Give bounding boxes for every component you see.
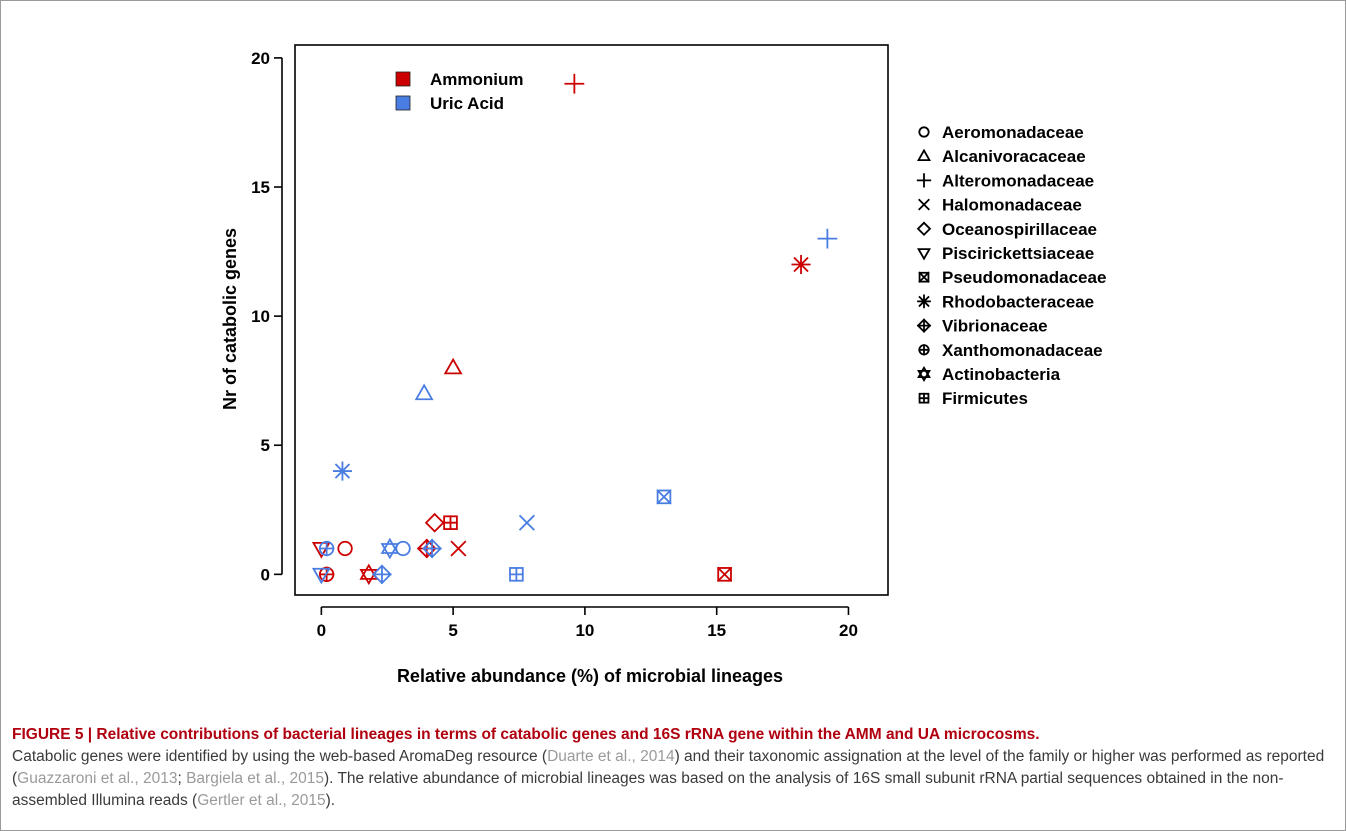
shape-legend-icon [918,271,930,283]
data-point [424,512,445,533]
shape-legend-label: Firmicutes [942,389,1028,408]
x-tick-label: 20 [839,621,858,640]
shape-legend-label: Alteromonadaceae [942,171,1094,190]
data-point [380,537,400,560]
shape-legend-label: Aeromonadaceae [942,123,1084,142]
y-tick-label: 0 [261,565,270,584]
data-point [450,540,467,557]
data-point [509,567,524,582]
y-axis-title: Nr of catabolic genes [220,228,240,410]
shape-legend-label: Halomonadaceae [942,196,1082,215]
shape-legend-icon [918,344,930,356]
data-point [372,564,392,585]
x-tick-label: 5 [448,621,457,640]
caption-text: ) and their taxonomic assignation at the… [12,748,1325,787]
data-point [791,254,811,275]
caption-title: FIGURE 5 | Relative contributions of bac… [12,726,1040,743]
data-point [817,228,838,249]
shape-legend-icon [916,221,932,237]
x-axis-title: Relative abundance (%) of microbial line… [397,666,783,686]
y-tick-label: 20 [251,49,270,68]
scatter-chart: 0 5 10 15 20 0 5 10 15 20 Ammonium Uric Acid Aeromo… [220,44,1106,686]
shape-legend-icon [917,365,931,383]
caption-text: ). The relative abundance of microbial l… [12,770,1284,809]
data-points [311,73,838,586]
caption-text: Catabolic genes were identified by using… [12,748,548,765]
color-legend-label: Uric Acid [430,94,504,113]
data-point [518,514,535,531]
shape-legend-icon [916,318,932,333]
x-tick-label: 0 [317,621,326,640]
data-point [311,567,331,585]
data-point [311,541,331,559]
plot-box [294,44,889,596]
data-point [337,540,353,557]
data-point [332,461,352,481]
shape-legend-label: Alcanivoracaceae [942,147,1086,166]
shape-legend-icon [918,198,930,211]
citation-link[interactable]: Duarte et al., 2014 [547,748,675,765]
data-point [716,566,733,582]
data-point [395,540,411,557]
legend: Ammonium Uric Acid Aeromonadaceae Alcanivor… [395,70,1106,408]
shape-legend-icon [916,148,932,161]
data-point [443,357,463,375]
caption-body: Catabolic genes were identified by using… [12,746,1332,812]
shape-legend-label: Actinobacteria [942,365,1061,384]
shape-legend-icon [916,248,932,261]
citation-link[interactable]: Gertler et al., 2015 [197,792,326,809]
shape-legend-label: Pseudomonadaceae [942,268,1106,287]
shape-legend-label: Vibrionaceae [942,317,1048,336]
y-tick-label: 5 [261,436,270,455]
y-tick-label: 10 [251,307,270,326]
color-legend-swatch [395,95,411,111]
data-point [359,563,379,586]
shape-legend-label: Xanthomonadaceae [942,341,1103,360]
data-point [656,489,672,505]
citation-link[interactable]: Bargiela et al., 2015 [186,770,324,787]
citation-link[interactable]: Guazzaroni et al., 2013 [17,770,178,787]
shape-legend-icon [917,294,931,309]
axes: 0 5 10 15 20 0 5 10 15 20 [251,44,889,640]
shape-legend-icon [918,126,930,138]
figure-caption: FIGURE 5 | Relative contributions of bac… [12,724,1332,812]
y-tick-label: 15 [251,178,270,197]
color-legend-label: Ammonium [430,70,524,89]
data-point [422,538,442,559]
shape-legend-label: Rhodobacteraceae [942,292,1094,311]
x-tick-label: 15 [707,621,726,640]
data-point [443,515,458,530]
color-legend-swatch [395,71,411,87]
shape-legend-icon [918,392,930,404]
data-point [564,73,585,94]
data-point [414,383,434,401]
shape-legend-label: Oceanospirillaceae [942,220,1097,239]
caption-text: ). [325,792,336,809]
shape-legend-icon [916,173,932,188]
data-point [318,540,335,557]
shape-legend-label: Piscirickettsiaceae [942,244,1094,263]
x-tick-label: 10 [575,621,594,640]
caption-text: ; [177,770,187,787]
